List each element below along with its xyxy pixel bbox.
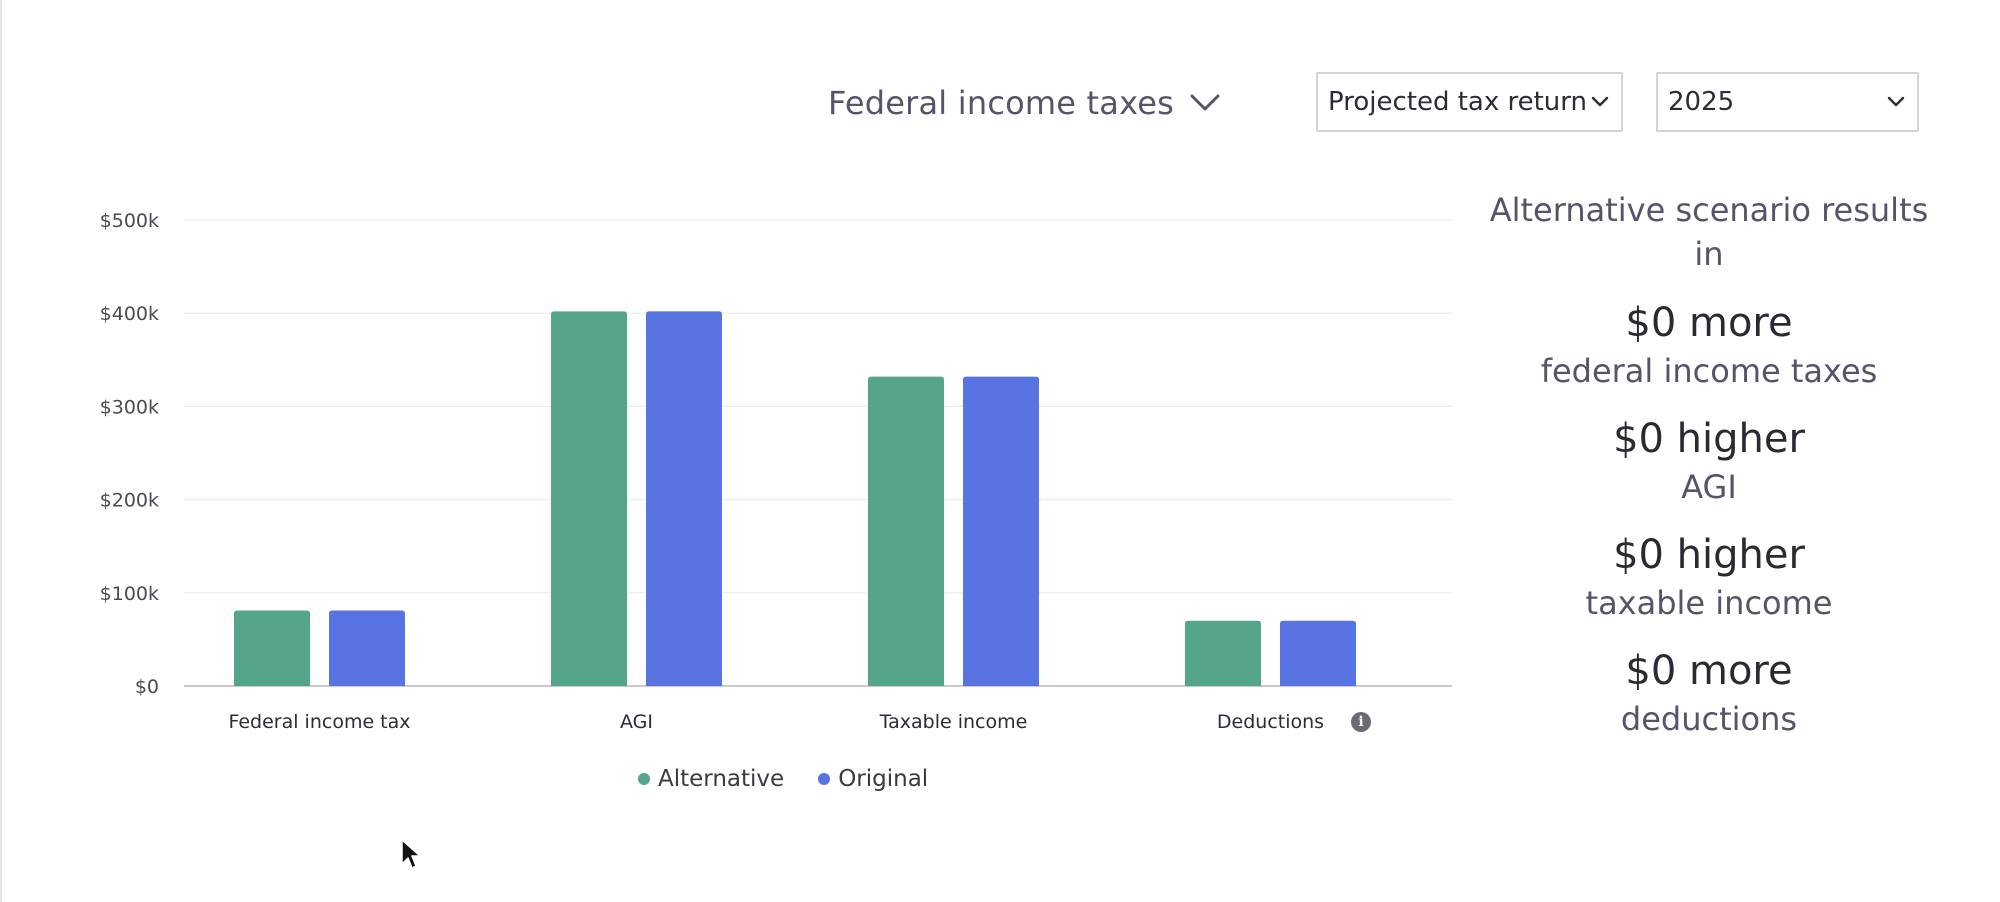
summary-amount: $0 higher: [1613, 532, 1805, 578]
chevron-down-icon: [1591, 96, 1609, 108]
legend-label-original: Original: [838, 766, 929, 792]
x-axis-ticks: Federal income tax AGI Taxable income Deduc…: [228, 711, 1324, 733]
x-tick-label: Deductions: [1217, 711, 1324, 733]
legend-dot-original: [818, 773, 831, 785]
tax-return-select-value: Projected tax return: [1328, 87, 1587, 117]
chart-bars: [234, 311, 1356, 686]
summary-amount: $0 more: [1625, 300, 1793, 346]
summary-item-federal-income-taxes: $0 more federal income taxes: [1478, 298, 1940, 394]
summary-label: taxable income: [1585, 584, 1833, 622]
summary-label: AGI: [1681, 468, 1737, 506]
y-tick-label: $400k: [100, 303, 159, 325]
legend-item-original[interactable]: Original: [818, 766, 928, 792]
legend-item-alternative[interactable]: Alternative: [638, 766, 784, 792]
chevron-down-icon: [1887, 96, 1905, 108]
bar-chart: $0 $100k $200k $300k $400k $500k Federal inco…: [100, 210, 1452, 733]
bar-original-2: [963, 376, 1039, 686]
scenario-summary: Alternative scenario results in $0 more …: [1478, 188, 1940, 762]
bar-alternative-1: [551, 311, 627, 686]
year-select[interactable]: 2025: [1656, 72, 1919, 132]
summary-item-taxable-income: $0 higher taxable income: [1478, 530, 1940, 626]
summary-item-deductions: $0 more deductions: [1478, 646, 1940, 742]
bar-alternative-0: [234, 610, 310, 686]
summary-amount: $0 higher: [1613, 416, 1805, 462]
bar-original-1: [646, 311, 722, 686]
y-tick-label: $0: [135, 676, 159, 698]
summary-heading: Alternative scenario results in: [1489, 191, 1929, 273]
chevron-down-icon: [1190, 94, 1220, 112]
legend-label-alternative: Alternative: [658, 766, 785, 792]
bar-alternative-2: [868, 376, 944, 686]
y-tick-label: $200k: [100, 490, 159, 512]
metric-dropdown-label: Federal income taxes: [828, 84, 1175, 122]
x-tick-label: Taxable income: [879, 711, 1028, 733]
x-tick-label: Federal income tax: [228, 711, 410, 733]
tax-return-select[interactable]: Projected tax return: [1316, 72, 1623, 132]
bar-original-0: [329, 610, 405, 686]
chart-legend: Alternative Original: [638, 766, 928, 792]
year-select-value: 2025: [1668, 87, 1735, 117]
y-tick-label: $300k: [100, 396, 159, 418]
legend-dot-alternative: [638, 773, 650, 785]
bar-original-3: [1280, 620, 1356, 686]
summary-label: deductions: [1620, 700, 1798, 738]
y-tick-label: $500k: [100, 210, 159, 232]
bar-alternative-3: [1185, 620, 1261, 686]
y-axis-ticks: $0 $100k $200k $300k $400k $500k: [100, 210, 159, 698]
summary-amount: $0 more: [1625, 648, 1793, 694]
mouse-pointer-icon: [400, 838, 422, 874]
y-tick-label: $100k: [100, 583, 159, 605]
x-tick-label: AGI: [620, 711, 653, 733]
summary-item-agi: $0 higher AGI: [1478, 414, 1940, 510]
metric-dropdown[interactable]: Federal income taxes: [828, 80, 1220, 126]
info-icon[interactable]: i: [1351, 712, 1371, 732]
summary-label: federal income taxes: [1540, 352, 1878, 390]
